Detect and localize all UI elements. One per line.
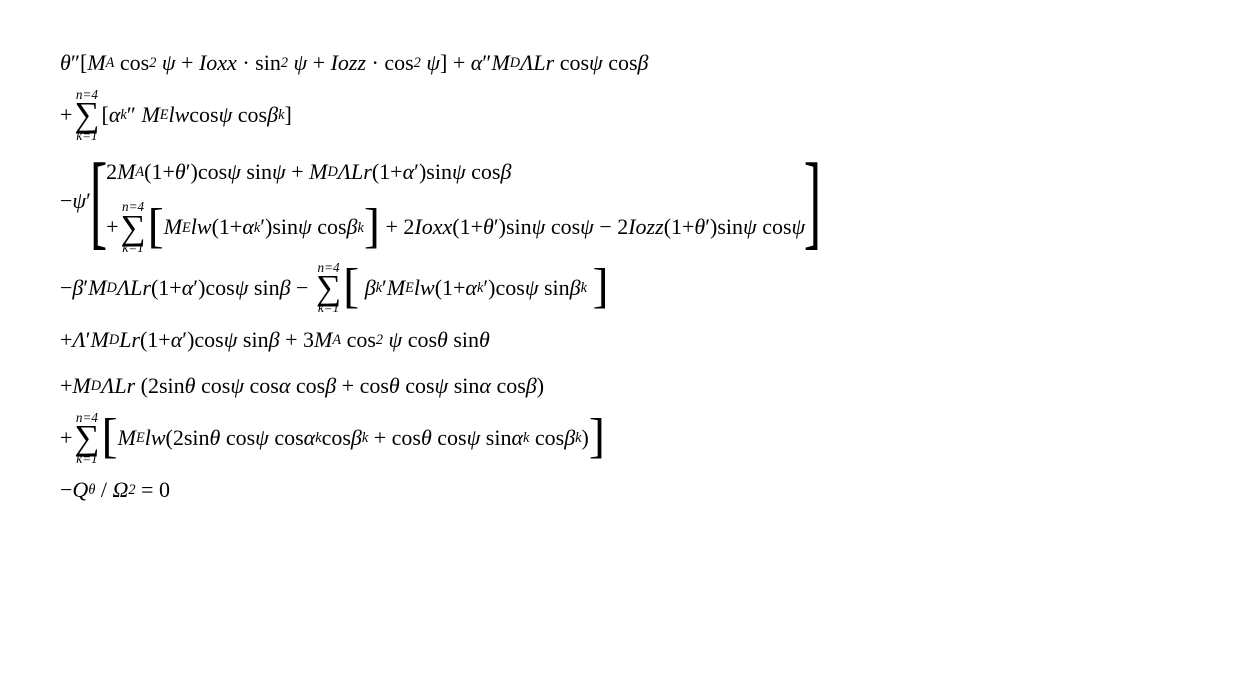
right-big-bracket: ]	[804, 156, 822, 246]
left-big-bracket: [	[90, 156, 108, 246]
summation-symbol: n=4 ∑ k=1	[74, 88, 99, 142]
equation-line-4: −β′MDΛLr(1+α′)cosψ sinβ − n=4 ∑ k=1 [ βk…	[60, 261, 609, 315]
equation-line-3b: + n=4 ∑ k=1 [MElw(1+αk′)sinψ cosβk] + 2I…	[106, 200, 805, 254]
summation-symbol: n=4 ∑ k=1	[74, 411, 99, 465]
summation-symbol: n=4 ∑ k=1	[316, 261, 341, 315]
sum-lower-limit: k=1	[76, 129, 97, 142]
equation-line-3: −ψ′ [ 2MA(1+θ′)cosψ sinψ + MDΛLr(1+α′)si…	[60, 146, 820, 256]
equation-line-5: +Λ′MDLr(1+α′)cosψ sinβ + 3MA cos2 ψ cosθ…	[60, 319, 490, 361]
equation-line-2: + n=4 ∑ k=1 [αk″ MElwcosψ cosβk]	[60, 88, 292, 142]
summation-symbol: n=4 ∑ k=1	[121, 200, 146, 254]
equation-line-8: −Qθ / Ω2 = 0	[60, 469, 170, 511]
equation-line-7: + n=4 ∑ k=1 [MElw(2sinθ cosψ cosαkcosβk …	[60, 411, 605, 465]
equation-line-6: +MDΛLr (2sinθ cosψ cosα cosβ + cosθ cosψ…	[60, 365, 544, 407]
equation-block: θ″[MA cos2 ψ + Ioxx · sin2 ψ + Iozz · co…	[60, 40, 1180, 513]
equation-line-3a: 2MA(1+θ′)cosψ sinψ + MDΛLr(1+α′)sinψ cos…	[106, 148, 511, 196]
equation-line-1: θ″[MA cos2 ψ + Ioxx · sin2 ψ + Iozz · co…	[60, 42, 649, 84]
